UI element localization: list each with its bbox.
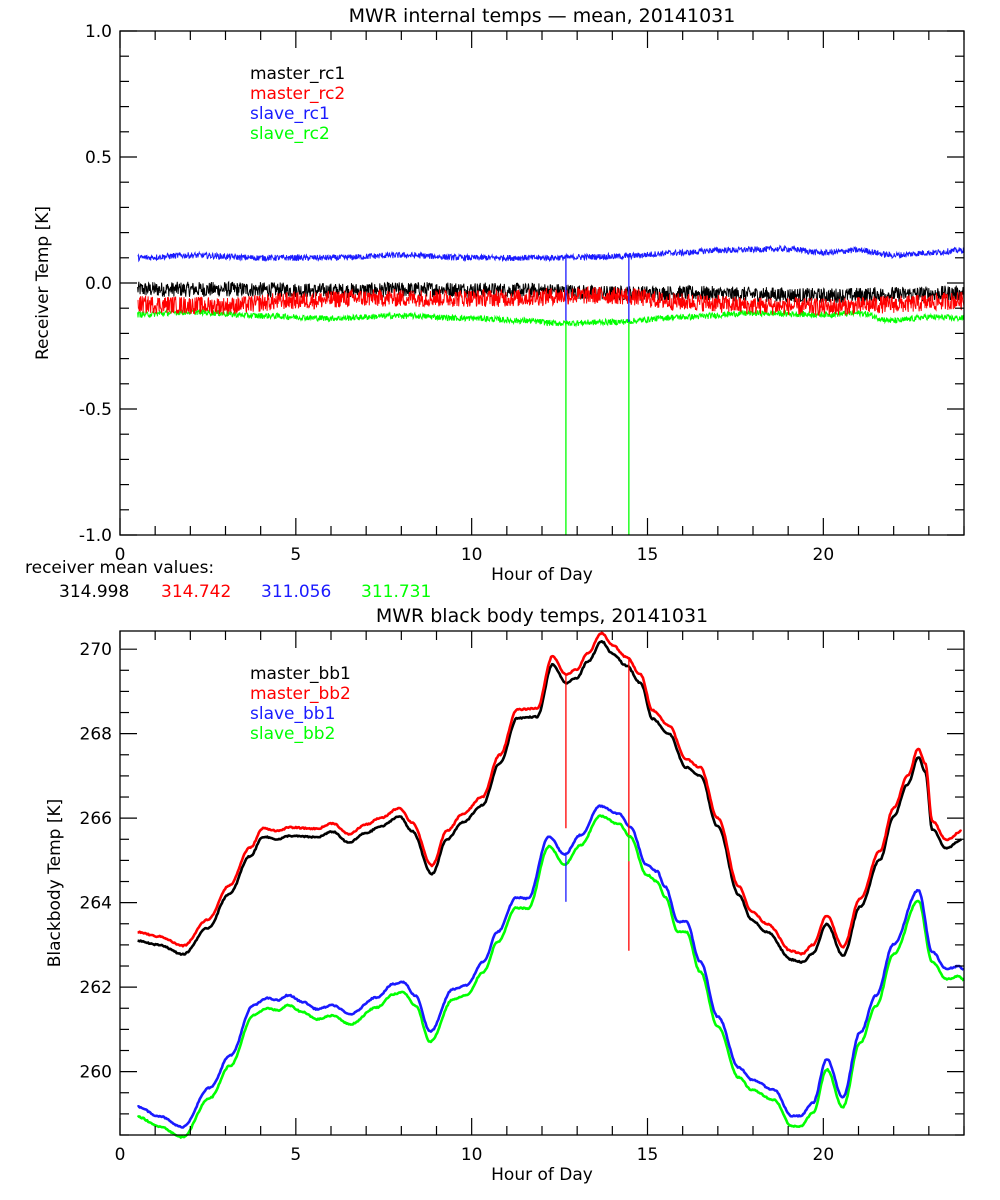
legend: master_bb1 master_bb2 slave_bb1 slave_bb… [250,664,351,744]
receiver-mean-values: 314.998 314.742 311.056 311.731 [59,582,431,602]
receiver-mean-label: receiver mean values: [25,558,214,578]
x-axis-label: Hour of Day [491,1165,593,1185]
plot-frame [119,30,965,536]
legend-master-rc1: master_rc1 [250,64,345,84]
y-tick-label: 270 [80,640,112,660]
series-group [137,244,965,328]
y-tick-label: 262 [80,978,112,998]
x-tick-label: 10 [461,1145,483,1165]
series-group [136,631,965,1139]
blackbody-temp-chart: MWR black body temps, 20141031 0 5 10 15 20 2… [45,605,965,1185]
y-axis-label: Receiver Temp [K] [33,206,53,360]
legend-master-rc2: master_rc2 [250,84,345,104]
x-tick-label: 5 [290,1145,301,1165]
series-line-slave-rc2 [137,307,965,328]
legend-slave-bb2: slave_bb2 [250,724,335,744]
y-tick-label: 266 [80,809,112,829]
spike-group [565,256,630,535]
x-tick-label: 0 [115,545,126,565]
x-tick-label: 15 [637,545,659,565]
legend-master-bb1: master_bb1 [250,664,351,684]
legend-master-bb2: master_bb2 [250,684,351,704]
x-tick-label: 20 [813,545,835,565]
tick-group: 0 5 10 15 20 260 262 264 266 268 270 [80,631,965,1165]
mean-value-master-rc1: 314.998 [59,582,129,602]
y-axis-label: Blackbody Temp [K] [45,799,65,968]
series-line-slave-bb1 [136,804,965,1129]
chart-title: MWR internal temps — mean, 20141031 [349,5,736,27]
series-line-slave-rc1 [137,244,965,263]
x-tick-label: 5 [290,545,301,565]
x-tick-label: 10 [461,545,483,565]
x-axis-label: Hour of Day [491,565,593,585]
legend-slave-bb1: slave_bb1 [250,704,335,724]
mean-value-master-rc2: 314.742 [161,582,231,602]
series-line-master-rc2 [137,286,965,316]
receiver-temp-chart: MWR internal temps — mean, 20141031 0 5 10… [25,5,965,602]
x-tick-label: 20 [813,1145,835,1165]
series-line-slave-bb2 [136,814,965,1139]
y-tick-label: -0.5 [79,400,112,420]
y-tick-label: 1.0 [85,22,112,42]
series-line-master-bb1 [137,640,962,964]
mean-value-slave-rc1: 311.056 [261,582,331,602]
y-tick-label: 268 [80,725,112,745]
chart-title: MWR black body temps, 20141031 [376,605,708,627]
x-tick-label: 0 [115,1145,126,1165]
legend-slave-rc1: slave_rc1 [250,104,330,124]
series-line-master-bb2 [137,631,963,956]
y-tick-label: 0.0 [85,274,112,294]
mean-value-slave-rc2: 311.731 [361,582,431,602]
legend-slave-rc2: slave_rc2 [250,124,330,144]
tick-group: 0 5 10 15 20 -1.0 -0.5 0.0 0.5 1.0 [79,22,965,565]
y-tick-label: 260 [80,1063,112,1083]
y-tick-label: 264 [80,894,112,914]
legend: master_rc1 master_rc2 slave_rc1 slave_rc… [250,64,345,144]
x-tick-label: 15 [637,1145,659,1165]
y-tick-label: -1.0 [79,526,112,546]
spike-group [565,657,630,951]
y-tick-label: 0.5 [85,148,112,168]
